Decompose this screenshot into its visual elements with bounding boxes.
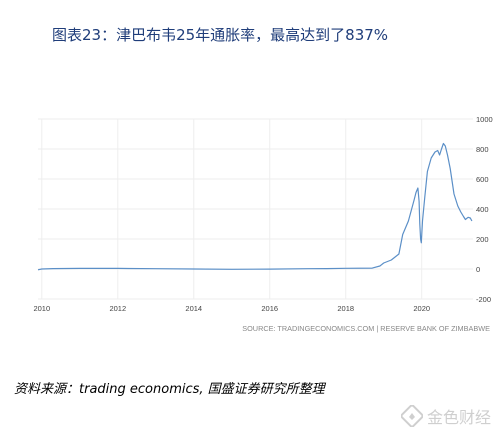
source-note: 资料来源：trading economics, 国盛证券研究所整理 — [14, 382, 325, 397]
y-tick-label: 800 — [476, 145, 489, 154]
x-tick-label: 2014 — [185, 304, 202, 313]
y-axis-ticks: 1000 800 600 400 200 0 -200 — [476, 115, 493, 304]
grid-lines — [38, 118, 473, 300]
y-tick-label: 600 — [476, 175, 489, 184]
x-tick-label: 2018 — [337, 304, 354, 313]
x-tick-label: 2016 — [261, 304, 278, 313]
y-tick-label: 400 — [476, 205, 489, 214]
x-tick-label: 2020 — [413, 304, 430, 313]
chart-title: 图表23：津巴布韦25年通胀率，最高达到了837% — [52, 26, 389, 44]
x-tick-label: 2010 — [33, 304, 50, 313]
watermark: 金色财经 — [400, 404, 491, 428]
series-layer — [37, 142, 473, 271]
x-tick-label: 2012 — [109, 304, 126, 313]
x-axis-ticks: 2010 2012 2014 2016 2018 2020 — [33, 304, 430, 313]
y-tick-label: 1000 — [476, 115, 493, 124]
watermark-logo-icon — [400, 405, 423, 427]
watermark-text: 金色财经 — [426, 408, 491, 427]
chart-attribution: SOURCE: TRADINGECONOMICS.COM | RESERVE B… — [242, 324, 490, 333]
y-tick-label: 200 — [476, 235, 489, 244]
series-line — [37, 142, 473, 271]
y-tick-label: -200 — [476, 295, 491, 304]
y-tick-label: 0 — [476, 265, 480, 274]
